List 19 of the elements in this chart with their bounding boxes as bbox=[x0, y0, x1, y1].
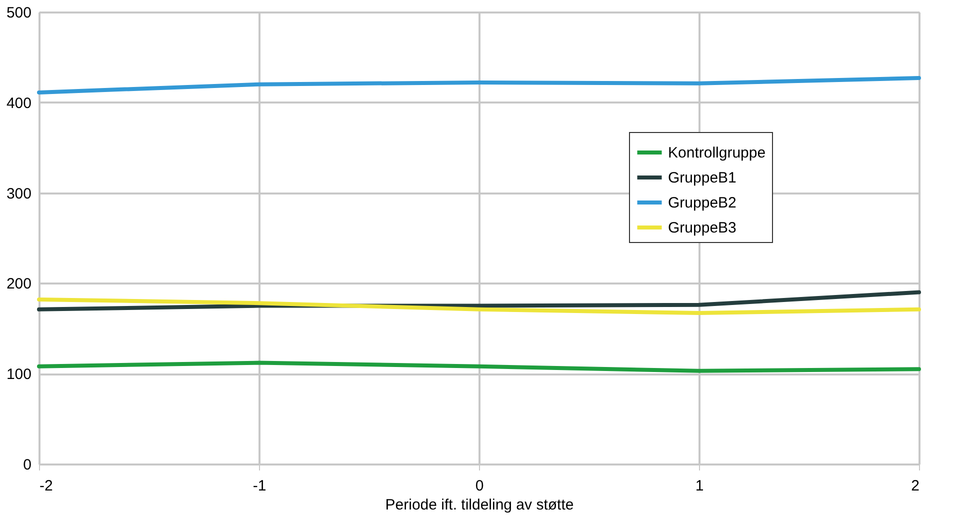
legend-label: GruppeB3 bbox=[668, 220, 736, 236]
y-tick-label: 500 bbox=[6, 4, 32, 22]
legend-label: GruppeB1 bbox=[668, 170, 736, 186]
x-axis-title: Periode ift. tildeling av støtte bbox=[385, 496, 574, 514]
x-tick-label: -2 bbox=[40, 478, 53, 494]
x-tick-label: 0 bbox=[475, 478, 484, 494]
line-series bbox=[37, 360, 921, 373]
x-tick-label: 2 bbox=[911, 478, 920, 494]
y-tick-label: 400 bbox=[6, 94, 32, 112]
x-tick-label: 1 bbox=[695, 478, 704, 494]
y-tick-label: 100 bbox=[6, 366, 32, 384]
legend-label: GruppeB2 bbox=[668, 194, 736, 212]
line-series bbox=[37, 76, 921, 94]
line-series bbox=[37, 297, 921, 316]
x-tick-label: -1 bbox=[252, 478, 266, 494]
y-tick-label: 300 bbox=[6, 185, 32, 202]
legend-label: Kontrollgruppe bbox=[668, 144, 766, 162]
y-tick-label: 0 bbox=[23, 456, 32, 474]
y-tick-label: 200 bbox=[6, 276, 32, 293]
